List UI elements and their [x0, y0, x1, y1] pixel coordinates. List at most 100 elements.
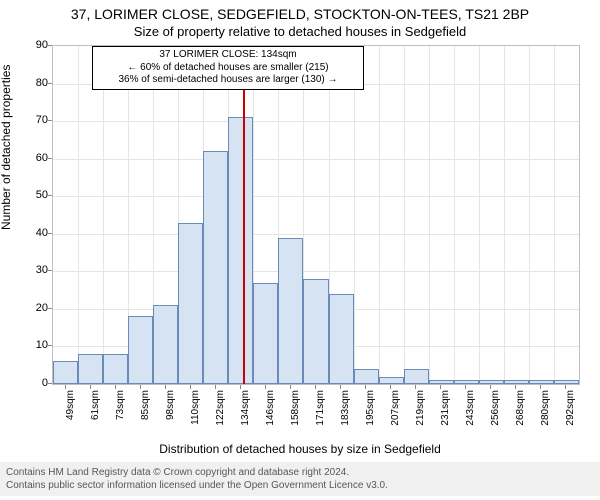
y-tick-label: 90: [8, 39, 48, 51]
x-tick-label: 49sqm: [65, 390, 76, 420]
gridline-h: [53, 196, 579, 197]
x-tick-label: 110sqm: [190, 390, 201, 425]
y-tick-mark: [48, 308, 52, 309]
x-tick-label: 268sqm: [515, 390, 526, 426]
y-axis-label: Number of detached properties: [0, 65, 13, 230]
x-tick-label: 122sqm: [215, 390, 226, 426]
gridline-v: [379, 46, 380, 384]
gridline-v: [429, 46, 430, 384]
y-tick-mark: [48, 83, 52, 84]
histogram-bar: [253, 283, 278, 384]
x-tick-mark: [165, 385, 166, 389]
histogram-bar: [303, 279, 328, 384]
x-tick-mark: [140, 385, 141, 389]
y-tick-label: 50: [8, 189, 48, 201]
title-line-2: Size of property relative to detached ho…: [0, 24, 600, 39]
x-tick-label: 207sqm: [390, 390, 401, 426]
gridline-v: [78, 46, 79, 384]
histogram-bar: [53, 361, 78, 384]
histogram-bar: [278, 238, 303, 384]
y-tick-label: 20: [8, 302, 48, 314]
gridline-v: [504, 46, 505, 384]
footer-line-2: Contains public sector information licen…: [6, 479, 594, 492]
x-tick-label: 73sqm: [115, 390, 126, 420]
histogram-bar: [128, 316, 153, 384]
footer-line-1: Contains HM Land Registry data © Crown c…: [6, 466, 594, 479]
title-line-1: 37, LORIMER CLOSE, SEDGEFIELD, STOCKTON-…: [0, 6, 600, 22]
x-tick-label: 256sqm: [490, 390, 501, 426]
x-tick-mark: [315, 385, 316, 389]
gridline-v: [554, 46, 555, 384]
x-tick-label: 61sqm: [90, 390, 101, 420]
histogram-bar: [529, 380, 554, 384]
annotation-line-1: 37 LORIMER CLOSE: 134sqm: [97, 49, 359, 62]
x-tick-mark: [190, 385, 191, 389]
x-tick-label: 195sqm: [365, 390, 376, 426]
gridline-h: [53, 159, 579, 160]
x-tick-mark: [365, 385, 366, 389]
histogram-bar: [479, 380, 504, 384]
plot-area: [52, 45, 580, 385]
y-tick-mark: [48, 45, 52, 46]
x-tick-label: 171sqm: [315, 390, 326, 426]
chart-container: 37, LORIMER CLOSE, SEDGEFIELD, STOCKTON-…: [0, 0, 600, 500]
x-tick-mark: [215, 385, 216, 389]
histogram-bar: [329, 294, 354, 384]
x-tick-mark: [440, 385, 441, 389]
histogram-bar: [504, 380, 529, 384]
annotation-line-2: ← 60% of detached houses are smaller (21…: [97, 62, 359, 75]
gridline-h: [53, 121, 579, 122]
gridline-v: [479, 46, 480, 384]
histogram-bar: [78, 354, 103, 384]
x-tick-label: 219sqm: [415, 390, 426, 426]
y-tick-label: 60: [8, 152, 48, 164]
histogram-bar: [454, 380, 479, 384]
x-tick-mark: [340, 385, 341, 389]
x-tick-label: 146sqm: [265, 390, 276, 426]
gridline-h: [53, 271, 579, 272]
x-tick-label: 231sqm: [440, 390, 451, 426]
histogram-bar: [379, 377, 404, 385]
y-tick-mark: [48, 345, 52, 346]
y-tick-mark: [48, 120, 52, 121]
y-tick-label: 10: [8, 339, 48, 351]
x-tick-label: 85sqm: [140, 390, 151, 420]
x-tick-mark: [65, 385, 66, 389]
x-tick-label: 292sqm: [565, 390, 576, 426]
x-tick-mark: [465, 385, 466, 389]
y-tick-mark: [48, 233, 52, 234]
y-tick-mark: [48, 158, 52, 159]
y-tick-label: 70: [8, 114, 48, 126]
x-tick-label: 98sqm: [165, 390, 176, 420]
y-tick-label: 0: [8, 377, 48, 389]
x-tick-label: 280sqm: [540, 390, 551, 426]
gridline-v: [454, 46, 455, 384]
x-tick-mark: [265, 385, 266, 389]
y-tick-label: 80: [8, 77, 48, 89]
x-tick-mark: [415, 385, 416, 389]
x-tick-mark: [490, 385, 491, 389]
y-tick-label: 30: [8, 264, 48, 276]
histogram-bar: [404, 369, 429, 384]
annotation-box: 37 LORIMER CLOSE: 134sqm ← 60% of detach…: [92, 46, 364, 90]
gridline-v: [404, 46, 405, 384]
reference-line: [243, 46, 245, 384]
y-tick-label: 40: [8, 227, 48, 239]
annotation-line-3: 36% of semi-detached houses are larger (…: [97, 74, 359, 87]
y-tick-mark: [48, 195, 52, 196]
footer: Contains HM Land Registry data © Crown c…: [0, 462, 600, 496]
x-tick-label: 243sqm: [465, 390, 476, 426]
gridline-v: [529, 46, 530, 384]
histogram-bar: [103, 354, 128, 384]
x-tick-mark: [565, 385, 566, 389]
histogram-bar: [354, 369, 379, 384]
y-tick-mark: [48, 270, 52, 271]
histogram-bar: [554, 380, 579, 384]
histogram-bar: [178, 223, 203, 384]
x-tick-mark: [515, 385, 516, 389]
x-axis-label: Distribution of detached houses by size …: [0, 442, 600, 456]
gridline-h: [53, 234, 579, 235]
x-tick-mark: [290, 385, 291, 389]
y-tick-mark: [48, 383, 52, 384]
x-tick-label: 134sqm: [240, 390, 251, 426]
